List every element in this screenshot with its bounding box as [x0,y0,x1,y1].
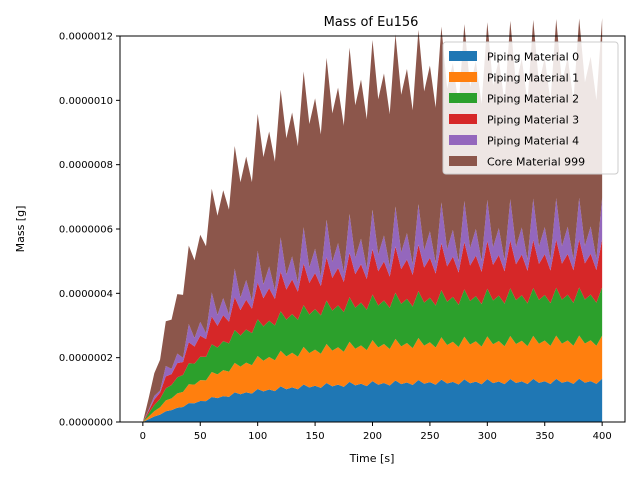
x-tick-label: 250 [420,431,439,442]
x-tick-label: 100 [248,431,267,442]
x-tick-label: 150 [306,431,325,442]
y-tick-label: 0.0000010 [59,96,113,107]
legend-label: Piping Material 1 [487,72,579,85]
area-piping-material-4 [142,197,603,422]
x-tick-label: 0 [140,431,146,442]
legend-swatch [449,93,477,103]
legend-label: Piping Material 3 [487,114,579,127]
y-tick-label: 0.0000004 [59,289,113,300]
y-tick-label: 0.0000008 [59,160,113,171]
y-tick-label: 0.0000012 [59,32,113,43]
x-tick-label: 50 [194,431,207,442]
x-tick-label: 350 [535,431,554,442]
legend-box [442,41,619,175]
y-axis: 0.0000000 0.0000002 0.0000004 0.0000006 0.00… [59,32,120,429]
chart-title: Mass of Eu156 [324,15,419,30]
y-axis-title: Mass [g] [14,206,27,253]
legend-label: Piping Material 0 [487,51,579,64]
legend-label: Piping Material 4 [487,135,579,148]
x-tick-label: 200 [363,431,382,442]
y-tick-label: 0.0000000 [59,418,113,429]
legend-label: Piping Material 2 [487,93,579,106]
y-tick-label: 0.0000002 [59,353,113,364]
y-tick-label: 0.0000006 [59,225,113,236]
area-piping-material-1 [142,335,603,422]
area-piping-material-0 [142,378,603,422]
legend-label: Core Material 999 [487,156,585,169]
x-tick-label: 300 [478,431,497,442]
legend-swatch [449,135,477,145]
x-axis-title: Time [s] [349,452,395,465]
legend-swatch [449,114,477,124]
x-axis: 0 50 100 150 200 250 300 350 400 [140,422,612,442]
legend-swatch [449,72,477,82]
area-piping-material-2 [142,287,603,422]
x-tick-label: 400 [593,431,612,442]
legend-swatch [449,51,477,61]
area-piping-material-3 [142,239,603,422]
legend-swatch [449,156,477,166]
legend: Piping Material 0 Piping Material 1 Piping… [442,41,619,175]
